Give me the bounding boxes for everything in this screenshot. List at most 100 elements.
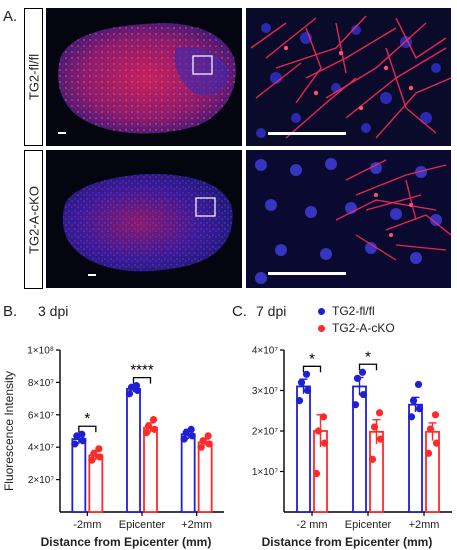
overview-micrograph-control bbox=[46, 8, 242, 146]
data-point-cko bbox=[424, 449, 433, 457]
data-point-cko bbox=[205, 440, 213, 448]
data-point-control bbox=[180, 435, 188, 443]
panel-b-subtitle: 3 dpi bbox=[38, 303, 69, 319]
x-axis-label: Distance from Epicenter (mm) bbox=[41, 535, 212, 549]
data-point-cko bbox=[96, 453, 104, 461]
y-tick-label: 1×10⁷ bbox=[252, 467, 279, 478]
bar-cko bbox=[143, 426, 158, 513]
data-point-cko bbox=[319, 413, 328, 421]
y-tick-label: 8×10⁷ bbox=[28, 378, 55, 389]
data-point-cko bbox=[432, 439, 441, 447]
bar-cko bbox=[197, 441, 213, 513]
data-point-cko bbox=[88, 456, 96, 464]
legend-item-cko: TG2-A-cKO bbox=[318, 320, 395, 337]
data-point-control bbox=[358, 368, 367, 376]
significance-label: * bbox=[365, 348, 371, 365]
zoom-micrograph-control bbox=[246, 8, 451, 146]
zoom-image-cko bbox=[246, 150, 451, 288]
legend-label-control: TG2-fl/fl bbox=[332, 304, 375, 318]
x-tick-label: +2mm bbox=[409, 519, 440, 531]
y-tick-label: 4×10⁷ bbox=[28, 443, 55, 454]
data-point-control bbox=[125, 390, 134, 398]
legend-swatch-control bbox=[318, 308, 325, 315]
chart-3dpi: 2×10⁷ 4×10⁷ 6×10⁷ 8×10⁷ 1×10⁸ Fluorescence In… bbox=[2, 346, 224, 549]
data-point-cko bbox=[149, 416, 158, 424]
data-point-control bbox=[297, 378, 306, 386]
bar-cko bbox=[88, 454, 104, 513]
significance-label: * bbox=[84, 410, 90, 427]
bar-control bbox=[296, 385, 311, 513]
data-point-cko bbox=[431, 411, 440, 419]
data-point-control bbox=[359, 390, 368, 399]
data-point-control bbox=[415, 405, 424, 413]
significance-bracket bbox=[132, 376, 152, 384]
row-label-control: TG2-fl/fl bbox=[24, 8, 43, 146]
panel-b-letter: B. bbox=[3, 303, 18, 320]
significance-bracket bbox=[302, 365, 322, 373]
data-point-cko bbox=[144, 422, 153, 430]
significance-bracket bbox=[78, 425, 97, 433]
data-point-control bbox=[79, 437, 87, 445]
legend-item-control: TG2-fl/fl bbox=[318, 303, 395, 320]
x-tick-label: Epicenter bbox=[119, 519, 166, 531]
data-point-control bbox=[409, 397, 418, 405]
data-point-cko bbox=[370, 423, 379, 431]
data-point-control bbox=[71, 440, 79, 448]
overview-image-cko bbox=[62, 174, 233, 276]
data-point-cko bbox=[204, 432, 212, 440]
y-tick-label: 6×10⁷ bbox=[28, 410, 55, 421]
x-tick-label: -2 mm bbox=[296, 519, 327, 531]
data-point-cko bbox=[314, 427, 323, 435]
bar-control bbox=[71, 438, 87, 513]
significance-bracket bbox=[358, 363, 378, 371]
data-point-control bbox=[351, 401, 360, 409]
legend: TG2-fl/fl TG2-A-cKO bbox=[318, 303, 395, 337]
overview-image-control bbox=[58, 23, 236, 134]
data-point-cko bbox=[150, 425, 159, 433]
data-point-control bbox=[295, 397, 304, 405]
significance-label: * bbox=[309, 350, 315, 367]
data-point-control bbox=[407, 413, 416, 421]
data-point-control bbox=[302, 370, 311, 378]
data-point-control bbox=[414, 380, 423, 389]
data-point-control bbox=[303, 386, 312, 395]
zoom-micrograph-cko bbox=[246, 150, 451, 288]
data-point-cko bbox=[312, 469, 321, 478]
bar-control bbox=[180, 433, 196, 513]
y-tick-label: 1×10⁸ bbox=[27, 346, 54, 357]
data-point-cko bbox=[199, 437, 207, 445]
bar-control bbox=[408, 403, 423, 513]
bar-control bbox=[126, 387, 141, 513]
data-point-cko bbox=[368, 455, 377, 463]
y-tick-label: 2×10⁷ bbox=[252, 427, 279, 438]
data-point-cko bbox=[375, 409, 384, 417]
x-tick-label: Epicenter bbox=[345, 519, 392, 531]
chart-7dpi: 1×10⁷ 2×10⁷ 3×10⁷ 4×10⁷ Distance from Epicen… bbox=[252, 346, 452, 549]
row-label-control-text: TG2-fl/fl bbox=[26, 53, 41, 101]
data-point-cko bbox=[376, 435, 385, 443]
data-point-control bbox=[188, 432, 196, 440]
row-label-cko-text: TG2-A-cKO bbox=[26, 185, 41, 254]
x-tick-label: +2mm bbox=[181, 519, 212, 531]
legend-label-cko: TG2-A-cKO bbox=[332, 321, 395, 335]
data-point-cko bbox=[142, 429, 151, 437]
y-tick-label: 4×10⁷ bbox=[252, 346, 279, 357]
legend-swatch-cko bbox=[318, 325, 325, 332]
zoom-image-control bbox=[246, 8, 451, 146]
data-point-cko bbox=[90, 450, 98, 458]
data-point-control bbox=[353, 374, 362, 382]
row-label-cko: TG2-A-cKO bbox=[24, 150, 43, 289]
data-point-cko bbox=[320, 439, 329, 447]
significance-label: **** bbox=[130, 362, 154, 379]
data-point-cko bbox=[197, 443, 205, 451]
overview-micrograph-cko bbox=[46, 150, 242, 288]
panel-c-subtitle: 7 dpi bbox=[256, 303, 287, 319]
data-point-control bbox=[132, 382, 141, 390]
y-tick-label: 3×10⁷ bbox=[252, 386, 279, 397]
y-tick-label: 2×10⁷ bbox=[28, 475, 55, 486]
panel-c-letter: C. bbox=[232, 303, 247, 320]
data-point-cko bbox=[426, 425, 435, 433]
panel-a-letter: A. bbox=[3, 8, 18, 25]
x-axis-label: Distance from Epicenter (mm) bbox=[262, 535, 433, 549]
data-point-control bbox=[187, 425, 195, 433]
